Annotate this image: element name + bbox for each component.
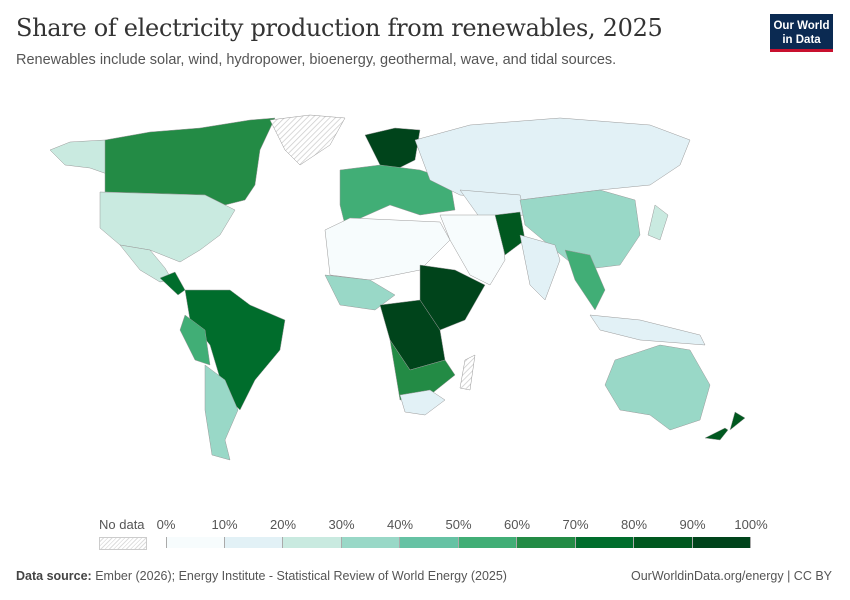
legend-tick-label: 90% [679,517,706,532]
legend-no-data-swatch [99,537,147,550]
legend-bin[interactable] [517,537,576,548]
legend-no-data-label: No data [99,517,145,532]
legend-tick-label: 70% [562,517,589,532]
legend-tick-label: 40% [386,517,414,532]
source-label: Data source: [16,569,92,583]
world-map [49,114,746,461]
legend-bin[interactable] [634,537,693,548]
source-text: Ember (2026); Energy Institute - Statist… [95,569,507,583]
region-japan[interactable] [647,204,669,241]
region-madagascar[interactable] [459,354,476,391]
region-alaska[interactable] [49,139,111,176]
region-new-zealand[interactable] [704,411,746,441]
region-southern-africa[interactable] [389,339,456,401]
region-india[interactable] [519,234,561,301]
legend-bin[interactable] [283,537,342,548]
legend-tick-label: 0% [156,517,176,532]
region-europe-north[interactable] [364,127,421,171]
region-southern-cone[interactable] [204,364,239,461]
region-south-africa[interactable] [399,389,446,416]
region-china[interactable] [519,189,641,271]
region-west-africa[interactable] [324,274,396,311]
legend-tick-label: 10% [211,517,238,532]
region-greenland[interactable] [269,114,346,166]
owid-logo[interactable]: Our World in Data [770,14,833,52]
logo-line2: in Data [782,34,821,46]
legend-bin[interactable] [224,537,283,548]
region-se-asia[interactable] [564,249,606,311]
page-title: Share of electricity production from ren… [16,14,663,42]
credit-link[interactable]: OurWorldinData.org/energy | CC BY [630,569,832,583]
region-usa[interactable] [99,191,236,263]
region-europe[interactable] [339,164,456,226]
legend-tick-label: 20% [269,517,297,532]
region-canada[interactable] [104,117,276,206]
subtitle: Renewables include solar, wind, hydropow… [16,52,617,68]
legend-tick-label: 80% [620,517,648,532]
legend-tick-label: 50% [445,517,472,532]
legend-tick-label: 30% [328,517,355,532]
legend-tick-label: 100% [734,517,768,532]
legend-bin[interactable] [575,537,634,548]
legend-bin[interactable] [400,537,459,548]
region-indonesia[interactable] [589,314,706,346]
data-source: Data source: Ember (2026); Energy Instit… [16,569,507,583]
legend-bin[interactable] [166,537,225,548]
legend-bin[interactable] [692,537,751,548]
legend-bin[interactable] [341,537,400,548]
region-russia[interactable] [414,117,691,201]
legend-tick-label: 60% [503,517,531,532]
region-north-africa[interactable] [324,217,451,281]
legend-bin[interactable] [458,537,517,548]
region-australia[interactable] [604,344,711,431]
region-peru[interactable] [179,314,211,366]
logo-line1: Our World [773,20,830,32]
